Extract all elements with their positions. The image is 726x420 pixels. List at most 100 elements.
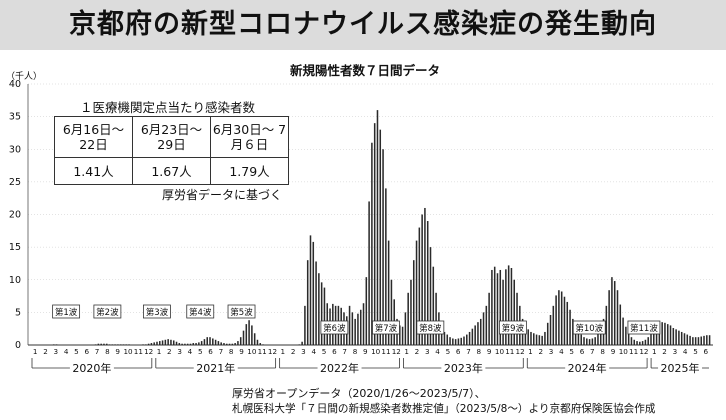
bar [463, 336, 465, 345]
bar [457, 338, 460, 345]
bar [198, 342, 200, 345]
bar [105, 343, 108, 345]
wave-label: 第11波 [630, 323, 658, 334]
bar [647, 337, 649, 345]
wave-label: 第10波 [575, 323, 603, 334]
x-tick-label: 8 [477, 347, 482, 356]
bar [382, 149, 384, 345]
year-label: 2021年 [196, 361, 235, 375]
bar [555, 295, 557, 345]
bar [636, 341, 638, 345]
bar [122, 344, 125, 345]
bar [552, 305, 555, 345]
bar [407, 292, 409, 345]
x-tick-label: 10 [371, 347, 381, 356]
wave-label: 第3波 [146, 307, 169, 318]
bar [170, 339, 172, 345]
x-tick-label: 5 [569, 347, 574, 356]
year-label: 2024年 [568, 361, 607, 375]
bar [460, 337, 462, 345]
bar [214, 339, 217, 345]
bar [625, 326, 627, 345]
x-tick-label: 7 [342, 347, 347, 356]
x-tick-label: 9 [611, 347, 616, 356]
bar [234, 343, 236, 345]
bar [496, 273, 499, 345]
x-tick-label: 3 [673, 347, 678, 356]
inset-table: 6月16日〜 22日 6月23日〜 29日 6月30日〜 7月６日 1.41人 … [54, 116, 289, 185]
x-tick-label: 2 [415, 347, 420, 356]
x-tick-label: 7 [590, 347, 595, 356]
bar [223, 343, 225, 345]
bar [429, 247, 432, 345]
bar [415, 240, 418, 345]
bar [694, 337, 697, 345]
bar [683, 333, 686, 345]
wave-label-box [627, 320, 661, 335]
bar [538, 335, 541, 345]
bar [186, 343, 189, 345]
bar [488, 292, 490, 345]
x-tick-label: 2 [291, 347, 296, 356]
bar [153, 342, 155, 345]
bar [678, 330, 680, 345]
bar [558, 290, 560, 345]
x-tick-label: 1 [404, 347, 409, 356]
title-bar [0, 0, 726, 50]
bar [706, 335, 708, 345]
bar [125, 344, 128, 345]
x-tick-label: 7 [466, 347, 471, 356]
bar [669, 325, 672, 345]
bar [376, 110, 379, 345]
bar [466, 334, 468, 345]
bar [524, 325, 527, 345]
bar [546, 322, 549, 345]
bar [680, 331, 683, 345]
bar [206, 337, 208, 345]
x-tick-label: 3 [301, 347, 306, 356]
bar [301, 341, 303, 345]
bar [644, 339, 647, 345]
bar [664, 322, 666, 345]
x-tick-label: 10 [619, 347, 629, 356]
bar [164, 339, 167, 345]
bar [97, 343, 100, 345]
bar [605, 305, 608, 345]
bar [471, 328, 474, 345]
bar [611, 277, 613, 345]
x-tick-label: 11 [505, 347, 514, 356]
bar [530, 331, 532, 345]
x-tick-label: 12 [144, 347, 153, 356]
x-tick-label: 12 [268, 347, 277, 356]
bar [399, 325, 401, 345]
bar [468, 331, 471, 345]
x-tick-label: 11 [381, 347, 390, 356]
y-tick-label: 10 [9, 275, 21, 286]
bar [111, 344, 114, 345]
bar [485, 305, 488, 345]
x-tick-label: 2 [43, 347, 48, 356]
year-label: 2025年 [661, 361, 700, 375]
bar [563, 296, 566, 345]
bar [365, 277, 368, 345]
bar [426, 221, 429, 345]
x-tick-label: 3 [549, 347, 554, 356]
bar [449, 337, 451, 345]
bar [424, 207, 426, 345]
bar [686, 334, 689, 345]
wave-label: 第6波 [323, 323, 346, 334]
inset-value-1: 1.41人 [54, 157, 133, 185]
x-tick-label: 1 [157, 347, 162, 356]
bar [212, 338, 214, 345]
x-tick-label: 10 [495, 347, 505, 356]
bar [622, 317, 624, 345]
bar [591, 338, 594, 345]
bar [633, 339, 636, 345]
x-tick-label: 3 [425, 347, 430, 356]
y-tick-label: 5 [15, 307, 21, 318]
bar [446, 334, 449, 345]
bar [708, 335, 711, 345]
bar [242, 330, 245, 345]
bar [544, 331, 546, 345]
bar [627, 333, 630, 345]
